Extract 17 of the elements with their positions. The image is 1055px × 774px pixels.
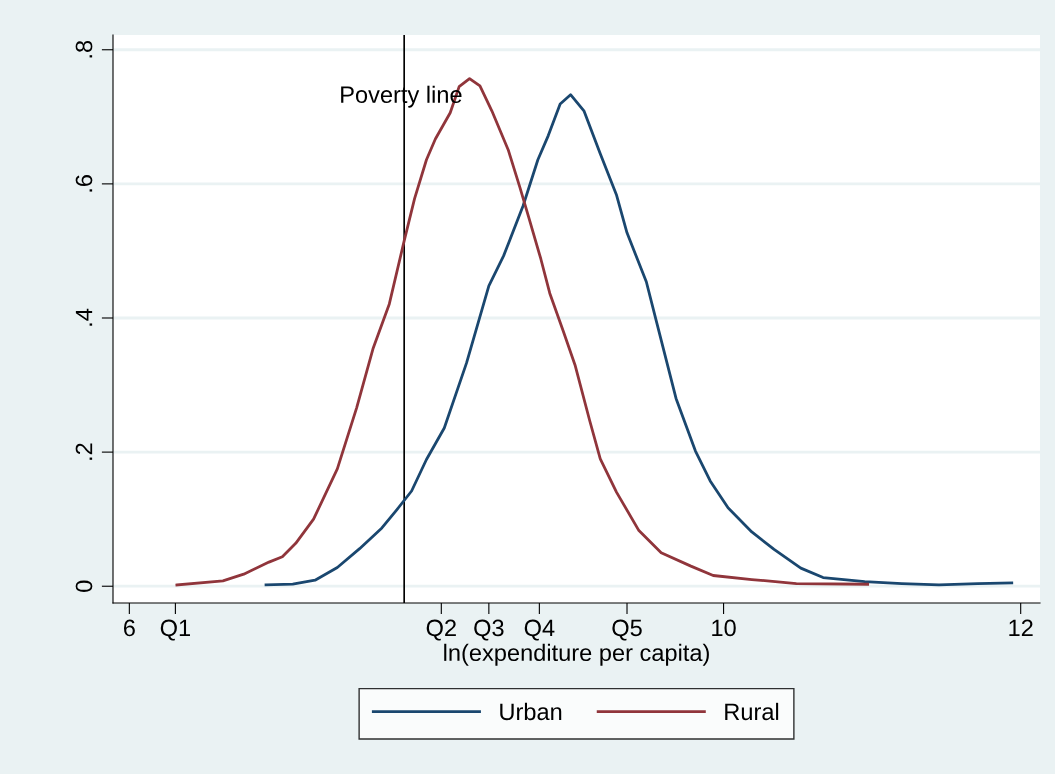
x-tick-label: 6 xyxy=(123,619,135,637)
x-tick-label: Q2 xyxy=(426,619,456,641)
x-tick-label: Q1 xyxy=(160,619,190,641)
y-tick-label: .4 xyxy=(75,308,93,326)
legend-label: Urban xyxy=(500,702,562,721)
x-tick-label: Q5 xyxy=(612,619,642,641)
line-series xyxy=(175,77,870,587)
y-tick-label: 0 xyxy=(75,580,93,592)
x-tick-label: Q4 xyxy=(524,619,555,641)
x-tick-label: Q3 xyxy=(474,619,504,641)
legend-label: Rural xyxy=(725,702,779,721)
x-axis-title: ln(expenditure per capita) xyxy=(444,643,709,666)
y-tick-label: .6 xyxy=(75,175,93,192)
x-tick-label: 10 xyxy=(712,619,736,637)
x-tick-label: 12 xyxy=(1009,619,1033,637)
y-tick-label: .2 xyxy=(75,443,93,460)
y-tick-label: .8 xyxy=(75,40,93,58)
